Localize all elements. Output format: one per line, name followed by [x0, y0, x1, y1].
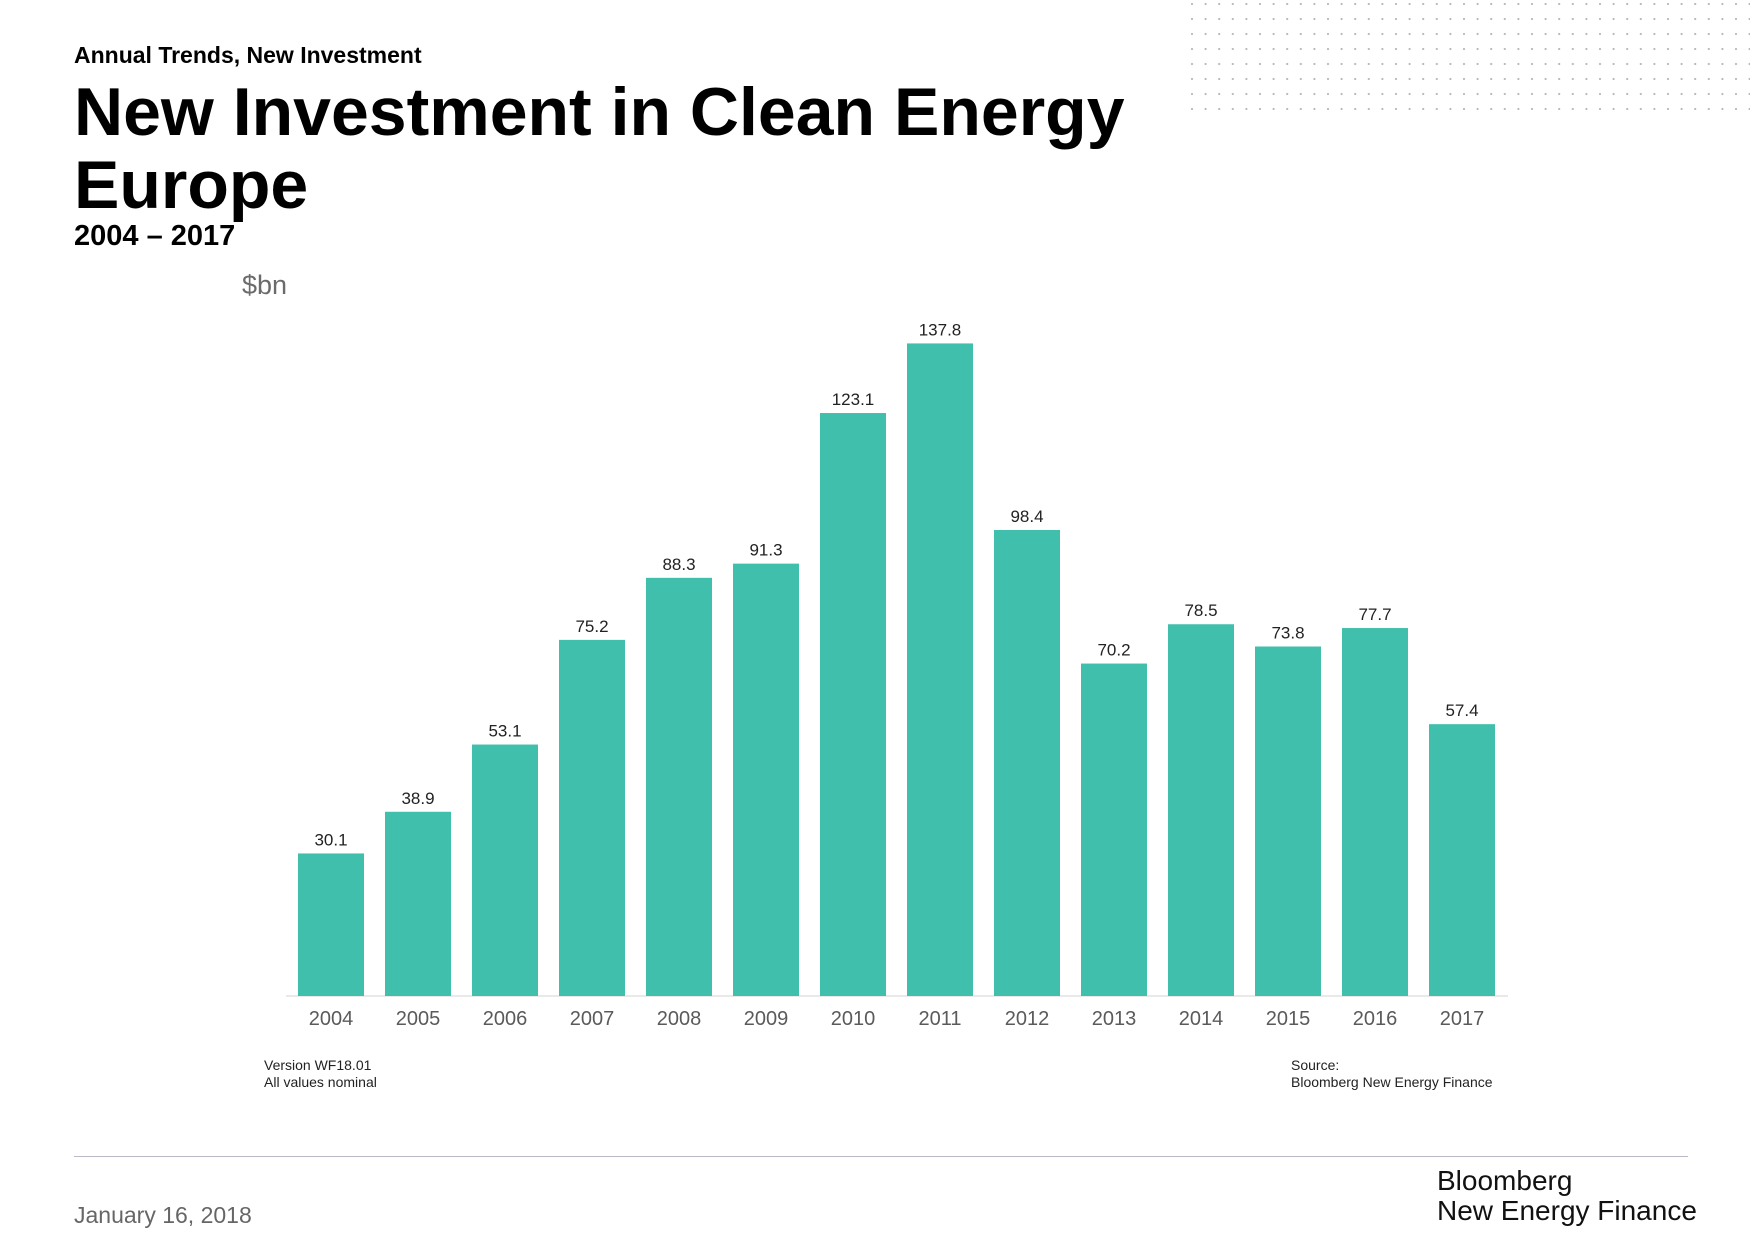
- source-label: Source:: [1291, 1057, 1340, 1073]
- x-tick-label-2004: 2004: [309, 1008, 354, 1030]
- x-tick-label-2009: 2009: [744, 1008, 789, 1030]
- bar-2004: [298, 853, 364, 996]
- x-tick-label-2013: 2013: [1092, 1008, 1137, 1030]
- source-value: Bloomberg New Energy Finance: [1291, 1074, 1493, 1090]
- brand-line-2: New Energy Finance: [1437, 1195, 1697, 1226]
- x-tick-label-2008: 2008: [657, 1008, 702, 1030]
- bar-2016: [1342, 628, 1408, 996]
- title-line-2: Europe: [74, 147, 309, 223]
- x-tick-label-2015: 2015: [1266, 1008, 1311, 1030]
- bar-series: 30.1 2004 38.9 2005 53.1 2006 75.2 2007 88.3 2008…: [298, 320, 1495, 1030]
- y-axis-unit-label: $bn: [242, 270, 288, 300]
- x-tick-label-2014: 2014: [1179, 1008, 1224, 1030]
- data-label-2007: 75.2: [575, 617, 608, 636]
- x-tick-label-2006: 2006: [483, 1008, 528, 1030]
- bar-2012: [994, 530, 1060, 996]
- data-label-2006: 53.1: [488, 722, 521, 741]
- data-label-2008: 88.3: [662, 555, 695, 574]
- x-tick-label-2005: 2005: [396, 1008, 441, 1030]
- version-text: Version WF18.01: [264, 1057, 372, 1073]
- footer-date: January 16, 2018: [74, 1202, 252, 1228]
- data-label-2005: 38.9: [401, 789, 434, 808]
- bar-2015: [1255, 646, 1321, 996]
- x-tick-label-2012: 2012: [1005, 1008, 1050, 1030]
- data-label-2004: 30.1: [314, 830, 347, 849]
- x-tick-label-2017: 2017: [1440, 1008, 1485, 1030]
- brand-logo: Bloomberg New Energy Finance: [1437, 1166, 1697, 1226]
- data-label-2013: 70.2: [1097, 641, 1130, 660]
- bar-2011: [907, 343, 973, 996]
- bar-chart: 30.1 2004 38.9 2005 53.1 2006 75.2 2007 88.3 2008…: [286, 320, 1508, 1030]
- bar-2008: [646, 577, 712, 996]
- kicker-text: Annual Trends, New Investment: [74, 42, 422, 68]
- page-title: New Investment in Clean Energy Europe: [74, 76, 1125, 222]
- x-tick-label-2016: 2016: [1353, 1008, 1398, 1030]
- data-label-2009: 91.3: [749, 541, 782, 560]
- data-label-2010: 123.1: [832, 390, 875, 409]
- bar-2010: [820, 413, 886, 996]
- bar-2009: [733, 563, 799, 996]
- bar-2013: [1081, 663, 1147, 996]
- bar-2005: [385, 811, 451, 996]
- footer-divider: [74, 1156, 1688, 1157]
- bar-2006: [472, 744, 538, 996]
- data-label-2014: 78.5: [1184, 601, 1217, 620]
- bar-2017: [1429, 724, 1495, 996]
- decorative-dot-grid: [1190, 0, 1750, 110]
- version-note: Version WF18.01 All values nominal: [264, 1057, 377, 1091]
- bar-2014: [1168, 624, 1234, 996]
- data-label-2015: 73.8: [1271, 624, 1304, 643]
- values-note-text: All values nominal: [264, 1074, 377, 1090]
- source-note: Source: Bloomberg New Energy Finance: [1291, 1057, 1493, 1091]
- x-tick-label-2011: 2011: [918, 1008, 961, 1030]
- data-label-2017: 57.4: [1445, 701, 1478, 720]
- title-line-1: New Investment in Clean Energy: [74, 74, 1125, 150]
- x-tick-label-2010: 2010: [831, 1008, 876, 1030]
- brand-line-1: Bloomberg: [1437, 1165, 1573, 1196]
- bar-2007: [559, 639, 625, 996]
- data-label-2011: 137.8: [919, 320, 962, 339]
- data-label-2016: 77.7: [1358, 605, 1391, 624]
- page-subtitle: 2004 – 2017: [74, 220, 236, 252]
- data-label-2012: 98.4: [1010, 507, 1043, 526]
- x-tick-label-2007: 2007: [570, 1008, 615, 1030]
